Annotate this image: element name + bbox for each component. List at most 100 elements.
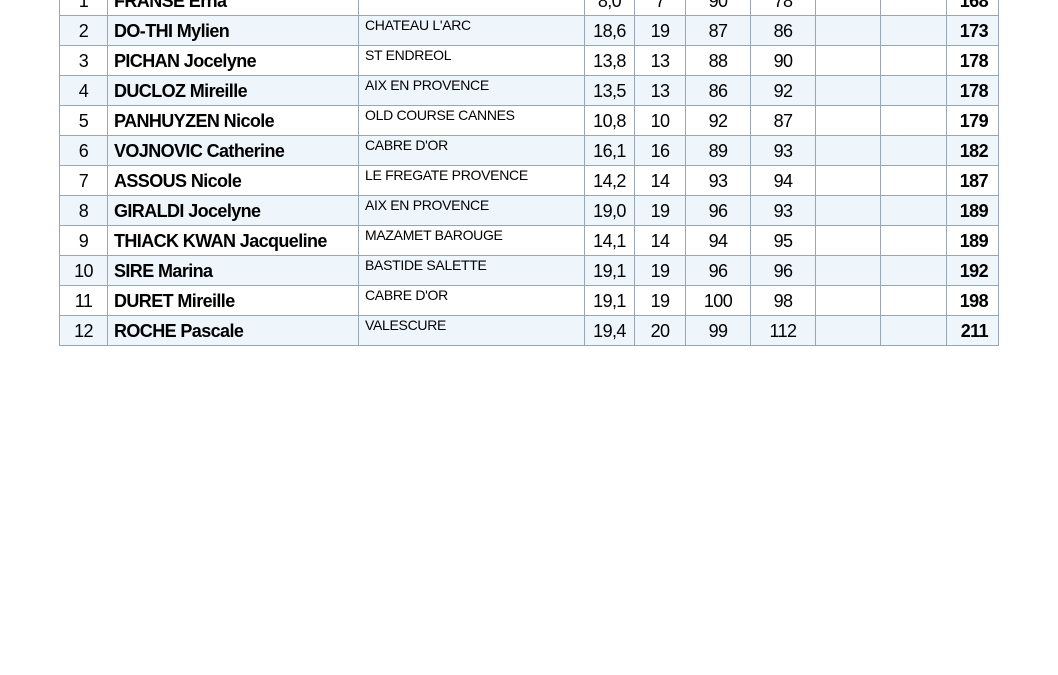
empty-cell	[816, 166, 881, 196]
round-2: 93	[751, 196, 816, 226]
club: OLD COURSE CANNES	[359, 106, 585, 136]
total: 198	[947, 286, 999, 316]
club: ST ENDREOL	[359, 46, 585, 76]
total: 178	[947, 46, 999, 76]
index: 13,8	[585, 46, 635, 76]
table-row: 12 ROCHE Pascale VALESCURE 19,4 20 99 112 211	[59, 316, 999, 346]
round-2: 78	[751, 0, 816, 16]
handicap: 7	[635, 0, 686, 16]
club: AIX EN PROVENCE	[359, 196, 585, 226]
club: AIX EN PROVENCE	[359, 76, 585, 106]
rank: 2	[59, 16, 108, 46]
total: 187	[947, 166, 999, 196]
club: CABRE D'OR	[359, 286, 585, 316]
player-name: ROCHE Pascale	[108, 316, 359, 346]
empty-cell	[881, 226, 947, 256]
empty-cell	[816, 286, 881, 316]
rank: 12	[59, 316, 108, 346]
index: 19,4	[585, 316, 635, 346]
round-2: 92	[751, 76, 816, 106]
rank: 5	[59, 106, 108, 136]
club: LE FREGATE PROVENCE	[359, 166, 585, 196]
index: 14,1	[585, 226, 635, 256]
club: VALESCURE	[359, 316, 585, 346]
handicap: 19	[635, 196, 686, 226]
player-name: SIRE Marina	[108, 256, 359, 286]
index: 19,0	[585, 196, 635, 226]
total: 168	[947, 0, 999, 16]
empty-cell	[881, 16, 947, 46]
club: OLD COURSE CANNES	[359, 0, 585, 16]
total: 178	[947, 76, 999, 106]
handicap: 19	[635, 16, 686, 46]
player-name: FRANSE Erna	[108, 0, 359, 16]
round-1: 92	[686, 106, 751, 136]
player-name: ASSOUS Nicole	[108, 166, 359, 196]
table-row: 5 PANHUYZEN Nicole OLD COURSE CANNES 10,8 10…	[59, 106, 999, 136]
player-name: DUCLOZ Mireille	[108, 76, 359, 106]
empty-cell	[816, 0, 881, 16]
total: 182	[947, 136, 999, 166]
rank: 7	[59, 166, 108, 196]
index: 19,1	[585, 286, 635, 316]
round-1: 100	[686, 286, 751, 316]
round-1: 96	[686, 196, 751, 226]
rank: 10	[59, 256, 108, 286]
empty-cell	[881, 76, 947, 106]
table-row: 4 DUCLOZ Mireille AIX EN PROVENCE 13,5 13 86 9…	[59, 76, 999, 106]
total: 173	[947, 16, 999, 46]
table-row: 10 SIRE Marina BASTIDE SALETTE 19,1 19 96 96 19…	[59, 256, 999, 286]
total: 192	[947, 256, 999, 286]
handicap: 19	[635, 286, 686, 316]
empty-cell	[816, 16, 881, 46]
round-2: 94	[751, 166, 816, 196]
empty-cell	[816, 136, 881, 166]
index: 19,1	[585, 256, 635, 286]
total: 189	[947, 196, 999, 226]
round-2: 93	[751, 136, 816, 166]
index: 14,2	[585, 166, 635, 196]
handicap: 19	[635, 256, 686, 286]
round-1: 94	[686, 226, 751, 256]
index: 13,5	[585, 76, 635, 106]
empty-cell	[881, 166, 947, 196]
empty-cell	[881, 0, 947, 16]
empty-cell	[881, 286, 947, 316]
handicap: 13	[635, 46, 686, 76]
total: 211	[947, 316, 999, 346]
round-2: 87	[751, 106, 816, 136]
handicap: 10	[635, 106, 686, 136]
club: CABRE D'OR	[359, 136, 585, 166]
total: 189	[947, 226, 999, 256]
rank: 8	[59, 196, 108, 226]
club: MAZAMET BAROUGE	[359, 226, 585, 256]
rank: 6	[59, 136, 108, 166]
table-row: 8 GIRALDI Jocelyne AIX EN PROVENCE 19,0 19 96…	[59, 196, 999, 226]
round-2: 86	[751, 16, 816, 46]
rank: 11	[59, 286, 108, 316]
handicap: 14	[635, 166, 686, 196]
round-1: 96	[686, 256, 751, 286]
empty-cell	[881, 316, 947, 346]
empty-cell	[816, 316, 881, 346]
round-1: 87	[686, 16, 751, 46]
round-2: 112	[751, 316, 816, 346]
handicap: 13	[635, 76, 686, 106]
player-name: PANHUYZEN Nicole	[108, 106, 359, 136]
rank: 3	[59, 46, 108, 76]
round-2: 95	[751, 226, 816, 256]
total: 179	[947, 106, 999, 136]
empty-cell	[816, 46, 881, 76]
club: BASTIDE SALETTE	[359, 256, 585, 286]
table-row: 3 PICHAN Jocelyne ST ENDREOL 13,8 13 88 90 178	[59, 46, 999, 76]
round-1: 90	[686, 0, 751, 16]
table-row: 6 VOJNOVIC Catherine CABRE D'OR 16,1 16 89 93 1…	[59, 136, 999, 166]
empty-cell	[881, 256, 947, 286]
table-row: 11 DURET Mireille CABRE D'OR 19,1 19 100 98 198	[59, 286, 999, 316]
round-1: 89	[686, 136, 751, 166]
handicap: 14	[635, 226, 686, 256]
rank: 9	[59, 226, 108, 256]
round-2: 98	[751, 286, 816, 316]
